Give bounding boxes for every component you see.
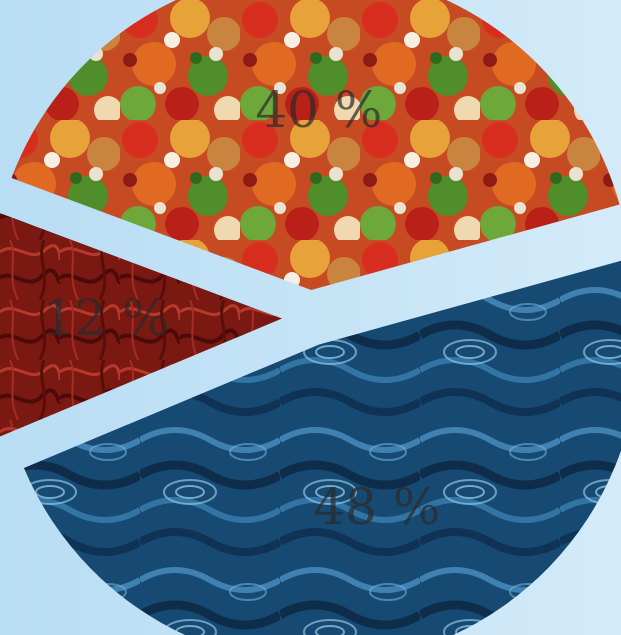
- pie-slice-water-ripples: [23, 260, 621, 635]
- slice-label-0: 40 %: [255, 81, 382, 139]
- pie-slice-red-vessels: [0, 213, 283, 437]
- pie-slice-fruits-and-vegetables: [11, 0, 620, 291]
- slice-label-2: 12 %: [43, 289, 170, 347]
- pie-labels: 40 % 48 % 12 %: [43, 81, 441, 536]
- slice-label-1: 48 %: [313, 478, 440, 536]
